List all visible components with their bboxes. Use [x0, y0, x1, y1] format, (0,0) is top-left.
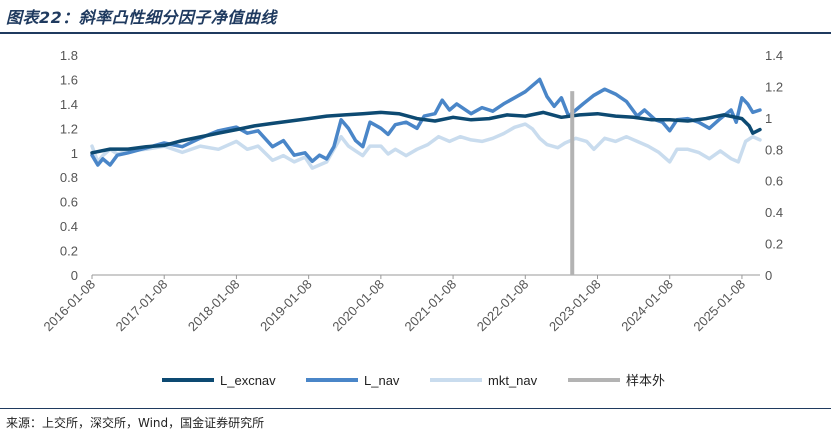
y-left-tick-label: 1.8: [60, 48, 78, 63]
x-tick-label: 2018-01-08: [185, 277, 243, 335]
y-right-tick-label: 0.4: [765, 205, 783, 220]
x-tick-label: 2025-01-08: [690, 277, 748, 335]
y-left-tick-label: 1.6: [60, 72, 78, 87]
y-right-tick-label: 1.2: [765, 79, 783, 94]
y-left-tick-label: 1: [71, 146, 78, 161]
y-right-tick-label: 0.8: [765, 142, 783, 157]
title-rule: [0, 32, 831, 34]
out-of-sample-bar: [570, 91, 575, 276]
y-left-tick-label: 1.4: [60, 97, 78, 112]
y-left-tick-label: 0.4: [60, 219, 78, 234]
y-left-tick-label: 1.2: [60, 121, 78, 136]
x-tick-label: 2020-01-08: [329, 277, 387, 335]
x-tick-label: 2019-01-08: [257, 277, 315, 335]
y-right-tick-label: 0: [765, 268, 772, 283]
legend-label: L_excnav: [220, 373, 276, 388]
legend-label: mkt_nav: [488, 373, 538, 388]
legend-label: 样本外: [626, 373, 665, 388]
source-note: 来源：上交所，深交所，Wind，国金证券研究所: [6, 416, 265, 430]
x-tick-label: 2024-01-08: [618, 277, 676, 335]
y-left-tick-label: 0.2: [60, 244, 78, 259]
y-right-tick-label: 1: [765, 111, 772, 126]
x-tick-label: 2022-01-08: [474, 277, 532, 335]
series-line-mkt-nav: [90, 122, 762, 170]
y-left-tick-label: 0.6: [60, 195, 78, 210]
series-group: [90, 77, 762, 276]
x-tick-label: 2017-01-08: [113, 277, 171, 335]
y-right-tick-label: 1.4: [765, 48, 783, 63]
x-tick-label: 2023-01-08: [546, 277, 604, 335]
y-left-tick-label: 0.8: [60, 170, 78, 185]
axes: 0 0.2 0.4 0.6 0.8 1 1.2 1.4 1.6 1.8 0 0.2 0.4 0.6 0.8 1…: [40, 48, 783, 334]
x-tick-label: 2016-01-08: [40, 277, 98, 335]
x-tick-label: 2021-01-08: [402, 277, 460, 335]
legend-label: L_nav: [364, 373, 400, 388]
chart-title: 图表22：斜率凸性细分因子净值曲线: [6, 8, 277, 27]
series-line-l-nav: [90, 77, 762, 167]
series-line-l-excnav: [90, 110, 762, 155]
y-left-tick-label: 0: [71, 268, 78, 283]
y-right-tick-label: 0.6: [765, 174, 783, 189]
source-rule: [0, 408, 831, 409]
y-right-tick-label: 0.2: [765, 237, 783, 252]
legend: L_excnav L_nav mkt_nav 样本外: [162, 373, 665, 388]
